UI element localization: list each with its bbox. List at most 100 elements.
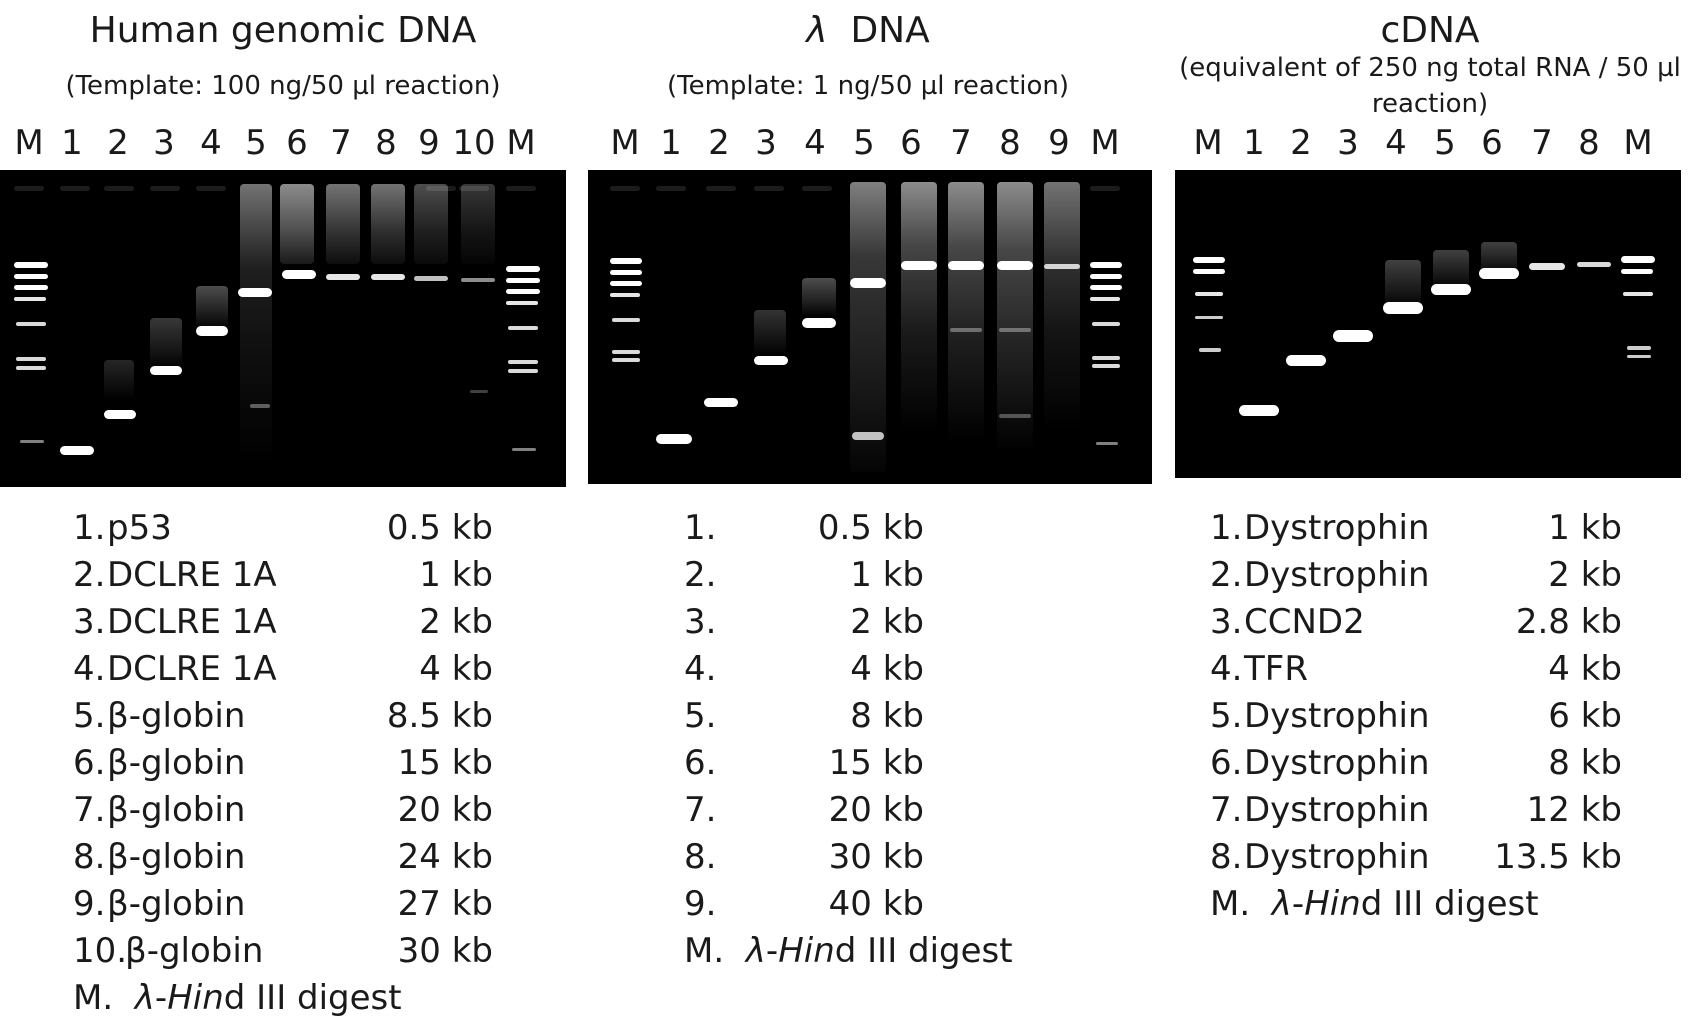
legend: 1. p53 0.5 kb 2. DCLRE 1A 1 kb 3. DCLRE 1A 2 k… [73,505,493,1022]
legend-row: 5. β-globin 8.5 kb [73,696,493,736]
legend-row: 5. 8 kb [684,696,924,736]
lane-label: 6 [1481,123,1503,163]
lane-label: 5 [1434,123,1456,163]
dna-smear [948,182,984,442]
sample-band [1286,355,1326,366]
sample-band [754,356,788,365]
lane-label: 1 [1243,123,1265,163]
dna-smear [196,286,228,330]
legend-row: 6. β-globin 15 kb [73,743,493,783]
dna-smear [901,182,937,432]
dna-smear [150,318,182,370]
dna-smear [461,184,495,264]
marker-band [1092,322,1120,326]
legend-row: 9. 40 kb [684,884,924,924]
lane-label: 3 [755,123,777,163]
lane-label: 8 [375,123,397,163]
gel-well [802,186,832,191]
panel-subtitle: (Template: 1 ng/50 µl reaction) [666,71,1070,101]
marker-band [1627,355,1651,358]
sample-band [1529,263,1565,270]
gel-well [104,186,134,191]
marker-band [1096,442,1118,445]
marker-band [14,285,48,290]
marker-band [508,326,538,330]
legend-row: 6. Dystrophin 8 kb [1210,743,1622,783]
legend-row: 7. Dystrophin 12 kb [1210,790,1622,830]
gel-well [656,186,686,191]
marker-band [16,322,46,326]
gel-image [1175,170,1681,478]
marker-band [1193,269,1225,274]
sample-band [461,278,495,282]
marker-band [14,274,48,279]
marker-band [1092,356,1120,360]
sample-band [470,390,488,393]
lane-label: 3 [1337,123,1359,163]
legend-row: 4. TFR 4 kb [1210,649,1622,689]
marker-band [14,297,46,301]
marker-band [1195,292,1223,296]
legend-row: 2. 1 kb [684,555,924,595]
legend-row: 1. 0.5 kb [684,508,924,548]
lane-label: 9 [418,123,440,163]
dna-smear [754,310,786,356]
gel-well [754,186,784,191]
marker-band [508,360,538,364]
legend-row: 3. CCND2 2.8 kb [1210,602,1622,642]
dna-smear [850,182,886,472]
dna-smear [104,360,134,400]
sample-band [852,432,884,440]
gel-well [150,186,180,191]
lane-label: 1 [61,123,83,163]
panel-title: λ DNA [806,10,930,51]
gel-well [506,186,536,191]
legend-row: 5. Dystrophin 6 kb [1210,696,1622,736]
lane-label: 7 [330,123,352,163]
legend-row: 9. β-globin 27 kb [73,884,493,924]
lane-label: 9 [1048,123,1070,163]
gel-well [610,186,640,191]
sample-band [704,398,738,407]
lane-label: 4 [200,123,222,163]
dna-smear [414,184,448,264]
marker-band [1090,262,1122,268]
lane-label: 2 [708,123,730,163]
lane-labels: M 1 2 3 4 5 6 7 8 9 M [584,123,1152,163]
lane-label: 4 [1385,123,1407,163]
marker-band [610,281,642,286]
lane-label: 10 [452,123,496,163]
lane-label: 8 [1578,123,1600,163]
legend-row: 2. DCLRE 1A 1 kb [73,555,493,595]
sample-band [950,328,982,332]
marker-band [610,293,640,297]
lane-label: 4 [804,123,826,163]
legend-marker-row: M. λ-Hind III digest [684,931,1013,971]
sample-band [150,366,182,375]
sample-band [1479,268,1519,279]
marker-band [1621,256,1655,263]
sample-band [1239,405,1279,416]
marker-band [610,258,642,264]
lane-label: M [610,123,640,163]
dna-smear [326,184,360,264]
sample-band [250,404,270,408]
sample-band [326,274,360,280]
marker-band [506,289,540,294]
sample-band [656,434,692,444]
marker-band [508,369,538,373]
legend-row: 3. 2 kb [684,602,924,642]
legend-row: 3. DCLRE 1A 2 kb [73,602,493,642]
lane-label: M [14,123,44,163]
marker-band [1090,285,1122,290]
lane-label: 3 [153,123,175,163]
lane-label: 7 [950,123,972,163]
gel-image [588,170,1152,484]
legend-row: 2. Dystrophin 2 kb [1210,555,1622,595]
legend-marker-row: M. λ-Hind III digest [1210,884,1539,924]
legend-row: 4. 4 kb [684,649,924,689]
sample-band [1333,330,1373,342]
legend-row: 10. β-globin 30 kb [73,931,493,971]
gel-well [14,186,44,191]
legend-row: 8. Dystrophin 13.5 kb [1210,837,1622,877]
